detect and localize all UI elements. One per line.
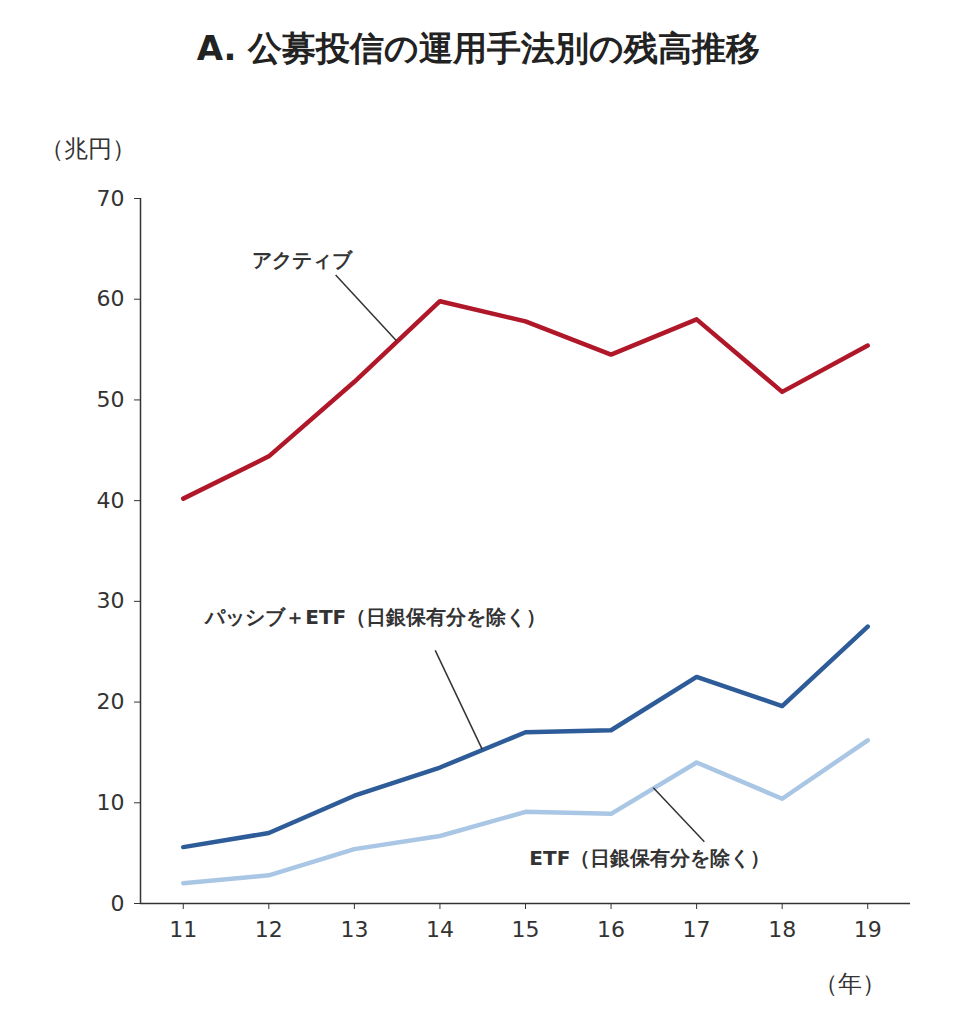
- svg-text:70: 70: [97, 186, 125, 211]
- svg-text:パッシブ＋ETF（日銀保有分を除く）: パッシブ＋ETF（日銀保有分を除く）: [204, 605, 546, 629]
- svg-text:10: 10: [97, 790, 125, 815]
- svg-text:15: 15: [512, 917, 540, 942]
- svg-text:アクティブ: アクティブ: [252, 248, 353, 272]
- svg-text:0: 0: [111, 891, 125, 916]
- svg-text:11: 11: [169, 917, 197, 942]
- svg-text:17: 17: [683, 917, 711, 942]
- svg-text:40: 40: [97, 488, 125, 513]
- svg-text:18: 18: [768, 917, 796, 942]
- svg-text:60: 60: [97, 286, 125, 311]
- svg-text:16: 16: [597, 917, 625, 942]
- svg-text:13: 13: [340, 917, 368, 942]
- svg-text:ETF（日銀保有分を除く）: ETF（日銀保有分を除く）: [529, 846, 770, 870]
- svg-text:（年）: （年）: [814, 970, 886, 998]
- svg-text:（兆円）: （兆円）: [40, 135, 136, 163]
- svg-text:19: 19: [854, 917, 882, 942]
- svg-text:12: 12: [255, 917, 283, 942]
- svg-text:30: 30: [97, 588, 125, 613]
- svg-text:20: 20: [97, 689, 125, 714]
- svg-text:14: 14: [426, 917, 454, 942]
- svg-text:50: 50: [97, 387, 125, 412]
- html-text:A. 公募投信の運用手法別の残高推移: A. 公募投信の運用手法別の残高推移: [196, 28, 761, 68]
